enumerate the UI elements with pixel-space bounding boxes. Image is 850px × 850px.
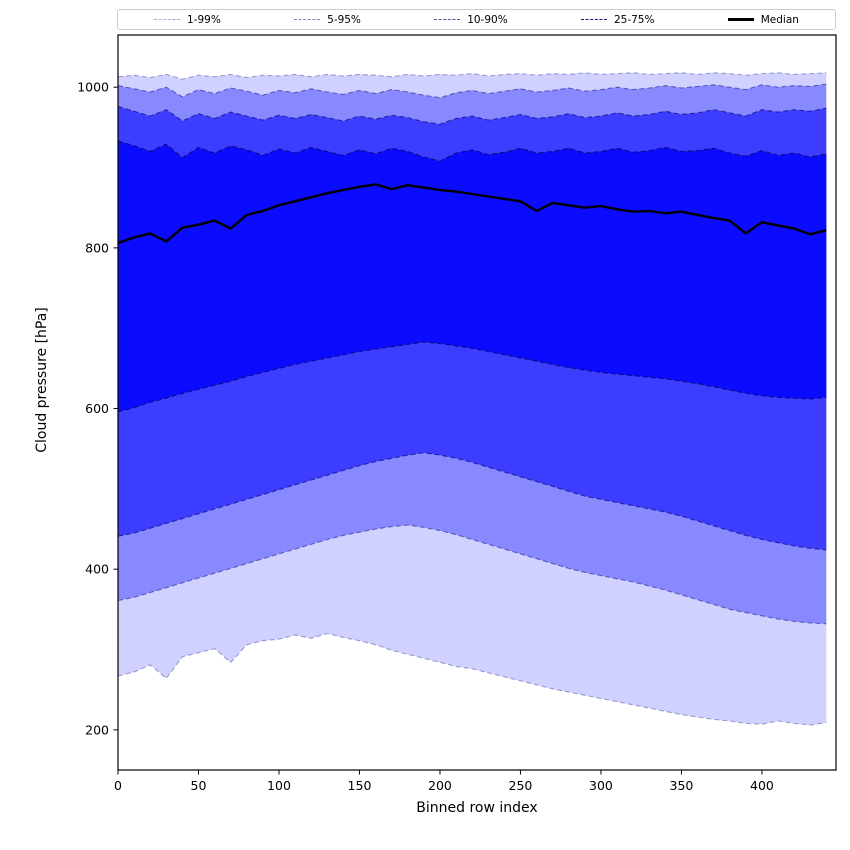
quantile-line-p90 <box>117 105 827 125</box>
x-tick-label: 400 <box>750 778 774 793</box>
dashed-line-sample-icon <box>294 19 321 20</box>
x-tick-label: 300 <box>589 778 613 793</box>
dashed-line-sample-icon <box>154 19 180 20</box>
quantile-line-p10 <box>117 452 827 551</box>
quantile-line-p01 <box>117 632 827 726</box>
x-tick-label: 350 <box>670 778 694 793</box>
legend-label: Median <box>760 13 799 26</box>
y-tick-label: 1000 <box>77 80 109 95</box>
plot-layers: 0 50 100 150 200 250 300 350 400 200 400 600 800 1000 <box>77 34 837 793</box>
median-line <box>117 183 827 245</box>
x-tick-label: 150 <box>348 778 372 793</box>
x-tick-label: 100 <box>267 778 291 793</box>
x-tick-label: 200 <box>428 778 452 793</box>
legend-label: 1-99% <box>187 13 221 26</box>
y-tick-label: 400 <box>85 562 109 577</box>
plot-frame <box>117 34 837 771</box>
x-tick-label: 250 <box>509 778 533 793</box>
solid-line-sample-icon <box>727 18 754 21</box>
x-tick-label: 0 <box>114 778 122 793</box>
band-25-75% <box>118 141 827 412</box>
legend: 1-99% 5-95% 10-90% 25-75% Median <box>117 9 836 30</box>
x-axis-label: Binned row index <box>416 800 537 816</box>
legend-item-25-75%: 25-75% <box>580 13 655 26</box>
legend-label: 10-90% <box>467 13 508 26</box>
y-tick-label: 200 <box>85 722 109 737</box>
dashed-line-sample-icon <box>434 19 461 20</box>
legend-item-median: Median <box>727 13 799 26</box>
legend-item-5-95%: 5-95% <box>294 14 361 26</box>
legend-item-10-90%: 10-90% <box>434 14 508 26</box>
y-tick-label: 600 <box>85 401 109 416</box>
legend-item-1-99%: 1-99% <box>154 14 221 26</box>
quantile-line-p25 <box>117 341 827 413</box>
quantile-line-p75 <box>117 140 827 162</box>
y-axis-label: Cloud pressure [hPa] <box>34 307 50 453</box>
quantile-line-p05 <box>117 524 827 625</box>
legend-label: 5-95% <box>327 13 361 26</box>
quantile-line-p99 <box>117 72 827 80</box>
dashed-line-sample-icon <box>580 19 607 20</box>
legend-label: 25-75% <box>613 13 655 26</box>
x-tick-label: 50 <box>191 778 207 793</box>
y-tick-label: 800 <box>85 240 109 255</box>
